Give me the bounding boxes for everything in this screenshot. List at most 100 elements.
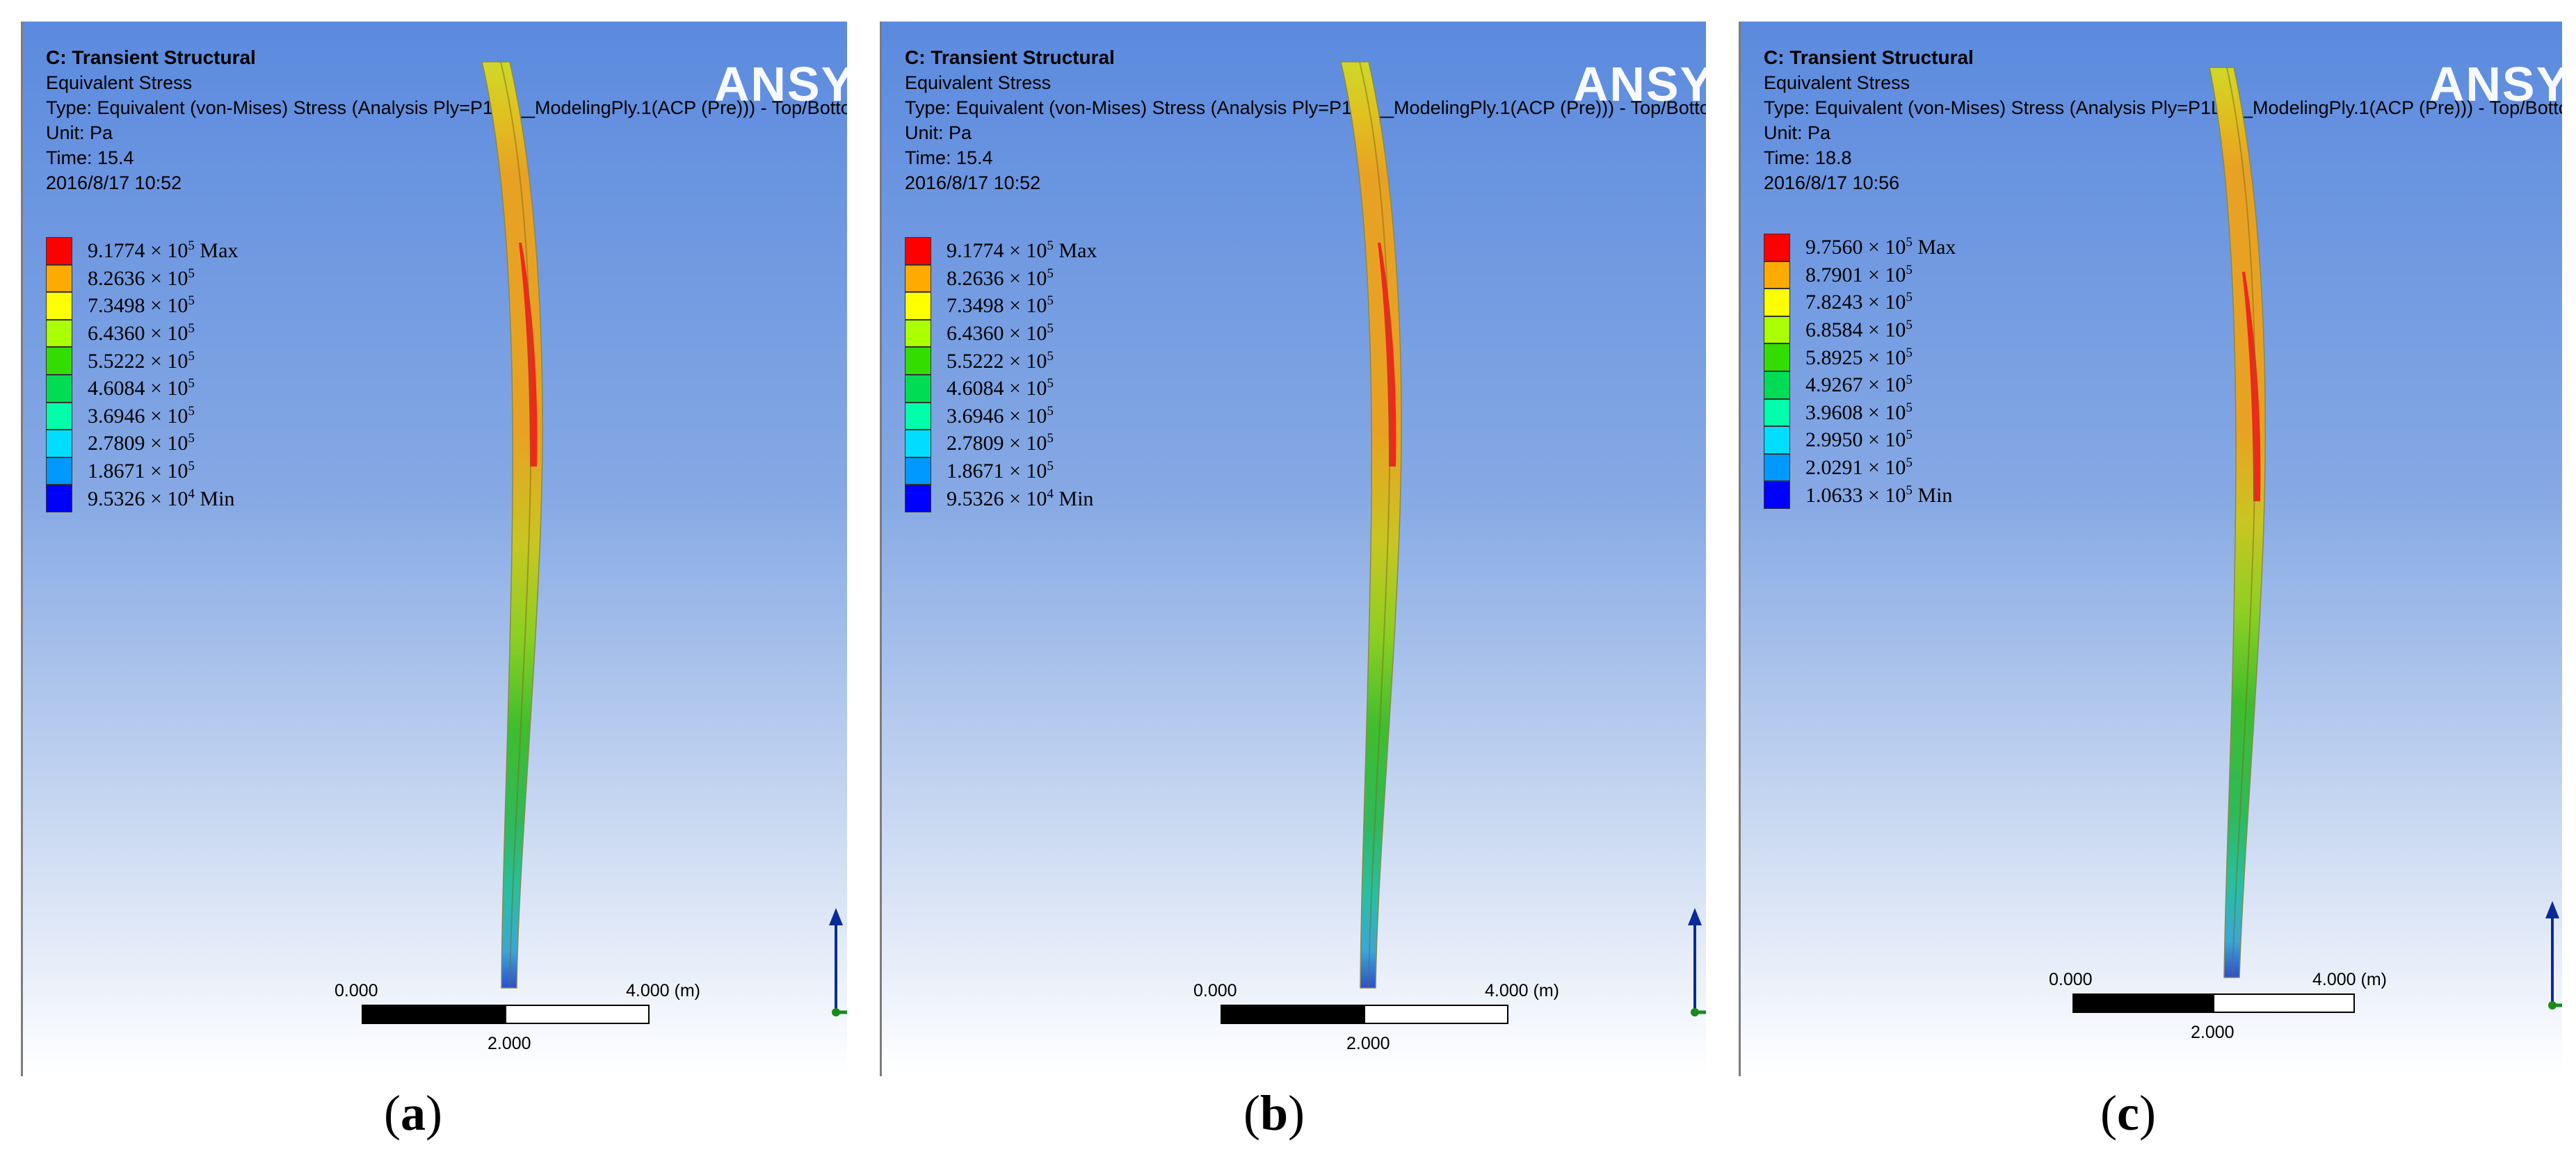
beam-model[interactable] bbox=[21, 22, 847, 1076]
legend-swatch bbox=[1764, 343, 1790, 371]
result-unit: Unit: Pa bbox=[905, 122, 972, 143]
result-time: Time: 15.4 bbox=[905, 147, 993, 168]
legend-swatch bbox=[905, 430, 931, 457]
legend-row: 9.1774 × 105 Max bbox=[905, 237, 1097, 265]
legend-label: 7.3498 × 105 bbox=[88, 293, 195, 318]
legend-row: 8.2636 × 105 bbox=[905, 264, 1097, 293]
legend-row: 9.7560 × 105 Max bbox=[1764, 234, 1956, 261]
legend-swatch bbox=[46, 485, 72, 512]
legend-row: 5.5222 × 105 bbox=[46, 347, 238, 375]
scale-mid-label: 2.000 bbox=[488, 1034, 531, 1053]
legend-label: 9.5326 × 104 Min bbox=[88, 486, 235, 510]
legend-swatch bbox=[905, 347, 931, 375]
legend-swatch bbox=[905, 264, 931, 293]
beam-shading bbox=[2226, 67, 2256, 978]
result-type: Type: Equivalent (von-Mises) Stress (Ana… bbox=[46, 97, 847, 118]
legend-row: 8.7901 × 105 bbox=[1764, 261, 1956, 289]
legend-row: 3.6946 × 105 bbox=[905, 402, 1097, 430]
panel-border bbox=[1739, 22, 1741, 1076]
result-header: C: Transient Structural Equivalent Stres… bbox=[905, 45, 1706, 195]
legend-swatch bbox=[1764, 426, 1790, 454]
ansys-logo: ANSYS bbox=[1572, 57, 1706, 111]
legend-row: 2.7809 × 105 bbox=[46, 430, 238, 457]
result-name: Equivalent Stress bbox=[1764, 72, 1910, 93]
legend-row: 9.1774 × 105 Max bbox=[46, 237, 238, 265]
analysis-title: C: Transient Structural bbox=[905, 47, 1115, 68]
legend-swatch bbox=[1764, 234, 1790, 261]
legend-label: 8.7901 × 105 bbox=[1805, 262, 1913, 286]
beam-model[interactable] bbox=[880, 22, 1706, 1076]
scale-bar: 0.000 4.000 (m) 2.000 bbox=[2031, 970, 2387, 1046]
legend-label: 1.8671 × 105 bbox=[947, 459, 1054, 483]
result-header: C: Transient Structural Equivalent Stres… bbox=[1764, 45, 2562, 195]
legend-swatch bbox=[1764, 289, 1790, 316]
scale-bar-white bbox=[2213, 993, 2355, 1013]
legend-swatch bbox=[46, 237, 72, 265]
legend-row: 7.8243 × 105 bbox=[1764, 289, 1956, 316]
legend-swatch bbox=[46, 264, 72, 293]
legend-label: 1.0633 × 105 Min bbox=[1805, 482, 1953, 507]
result-date: 2016/8/17 10:52 bbox=[905, 172, 1041, 193]
analysis-title: C: Transient Structural bbox=[46, 47, 256, 68]
legend-row: 9.5326 × 104 Min bbox=[46, 485, 238, 512]
stress-legend: 9.1774 × 105 Max 8.2636 × 105 7.3498 × 1… bbox=[46, 237, 238, 512]
scale-right-label: 4.000 (m) bbox=[1485, 981, 1559, 1000]
result-time: Time: 15.4 bbox=[46, 147, 134, 168]
viewport-panel-a[interactable]: C: Transient Structural Equivalent Stres… bbox=[21, 22, 847, 1076]
scale-right-label: 4.000 (m) bbox=[626, 981, 700, 1000]
legend-label: 2.9950 × 105 bbox=[1805, 428, 1913, 452]
legend-swatch bbox=[46, 292, 72, 320]
legend-swatch bbox=[46, 347, 72, 375]
scale-mid-label: 2.000 bbox=[2191, 1023, 2235, 1042]
legend-row: 2.9950 × 105 bbox=[1764, 426, 1956, 454]
viewport-panel-b[interactable]: C: Transient Structural Equivalent Stres… bbox=[880, 22, 1706, 1076]
legend-row: 7.3498 × 105 bbox=[905, 292, 1097, 320]
legend-row: 1.8671 × 105 bbox=[905, 457, 1097, 485]
result-date: 2016/8/17 10:52 bbox=[46, 172, 182, 193]
legend-label: 2.7809 × 105 bbox=[947, 431, 1054, 455]
beam-body bbox=[2209, 67, 2266, 978]
legend-swatch bbox=[905, 292, 931, 320]
legend-label: 9.5326 × 104 Min bbox=[947, 486, 1094, 510]
legend-label: 6.4360 × 105 bbox=[947, 321, 1054, 346]
caption-a: (a) bbox=[384, 1085, 442, 1141]
legend-swatch bbox=[1764, 371, 1790, 399]
legend-label: 3.9608 × 105 bbox=[1805, 400, 1913, 424]
scale-bar: 0.000 4.000 (m) 2.000 bbox=[1175, 981, 1559, 1057]
legend-row: 6.4360 × 105 bbox=[905, 319, 1097, 348]
legend-row: 4.6084 × 105 bbox=[46, 374, 238, 403]
legend-label: 3.6946 × 105 bbox=[947, 403, 1054, 428]
stress-legend: 9.7560 × 105 Max 8.7901 × 105 7.8243 × 1… bbox=[1764, 234, 1956, 509]
legend-swatch bbox=[46, 402, 72, 430]
scale-mid-label: 2.000 bbox=[1346, 1034, 1390, 1053]
legend-swatch bbox=[905, 402, 931, 430]
legend-label: 6.8584 × 105 bbox=[1805, 318, 1913, 342]
result-name: Equivalent Stress bbox=[46, 72, 193, 93]
legend-row: 6.8584 × 105 bbox=[1764, 316, 1956, 344]
scale-bar-black bbox=[2072, 993, 2213, 1013]
legend-label: 7.8243 × 105 bbox=[1805, 290, 1913, 314]
legend-label: 4.6084 × 105 bbox=[88, 376, 195, 400]
beam-body bbox=[481, 61, 543, 989]
result-type: Type: Equivalent (von-Mises) Stress (Ana… bbox=[905, 97, 1706, 118]
result-header: C: Transient Structural Equivalent Stres… bbox=[46, 45, 847, 195]
legend-label: 6.4360 × 105 bbox=[88, 321, 195, 346]
panel-border bbox=[21, 22, 23, 1076]
beam-model[interactable] bbox=[1739, 22, 2562, 1076]
scale-bar-black bbox=[1221, 1005, 1364, 1024]
legend-label: 8.2636 × 105 bbox=[947, 266, 1054, 290]
beam-max-stress-region bbox=[519, 243, 538, 467]
legend-swatch bbox=[1764, 453, 1790, 482]
caption-b: (b) bbox=[1243, 1085, 1305, 1141]
legend-swatch bbox=[905, 319, 931, 348]
legend-swatch bbox=[1764, 261, 1790, 289]
legend-swatch bbox=[905, 457, 931, 485]
legend-label: 4.9267 × 105 bbox=[1805, 373, 1913, 397]
legend-swatch bbox=[1764, 398, 1790, 427]
viewport-panel-c[interactable]: C: Transient Structural Equivalent Stres… bbox=[1739, 22, 2562, 1076]
legend-label: 5.5222 × 105 bbox=[88, 348, 195, 373]
legend-swatch bbox=[1764, 481, 1790, 509]
scale-right-label: 4.000 (m) bbox=[2312, 970, 2387, 989]
legend-label: 5.8925 × 105 bbox=[1805, 345, 1913, 369]
legend-row: 1.8671 × 105 bbox=[46, 457, 238, 485]
